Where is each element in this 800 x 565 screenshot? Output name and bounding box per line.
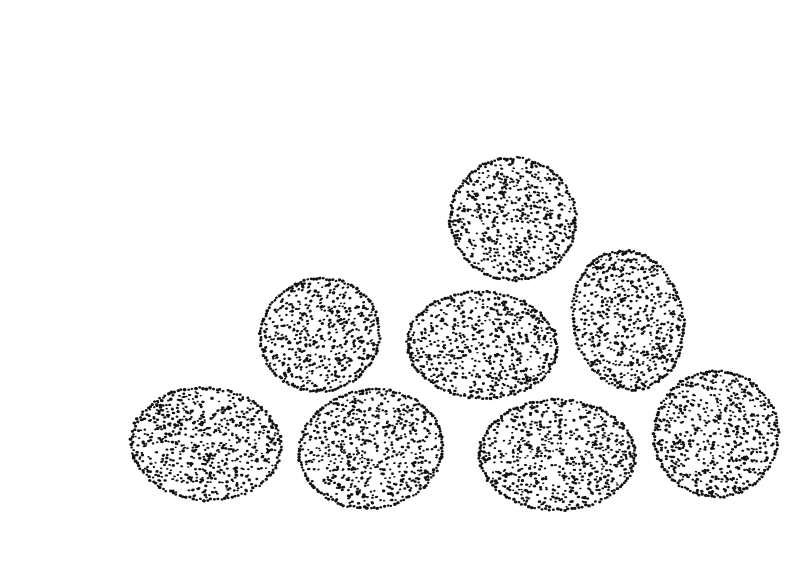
egg-stipple-dots xyxy=(405,289,559,401)
egg-stipple-dots xyxy=(447,155,579,283)
stippled-egg xyxy=(128,386,283,503)
stippled-egg xyxy=(651,369,781,499)
stippled-egg xyxy=(447,155,579,283)
egg-stipple-dots xyxy=(257,276,382,393)
egg-stipple-dots xyxy=(128,386,283,503)
stippled-egg xyxy=(405,289,559,401)
eggs-group xyxy=(128,155,781,512)
egg-stipple-dots xyxy=(651,369,781,499)
stippled-egg xyxy=(257,276,382,393)
egg-stipple-dots xyxy=(477,397,638,512)
egg-stipple-dots xyxy=(570,249,687,392)
stippled-egg xyxy=(570,249,687,392)
stippled-egg xyxy=(477,397,638,512)
